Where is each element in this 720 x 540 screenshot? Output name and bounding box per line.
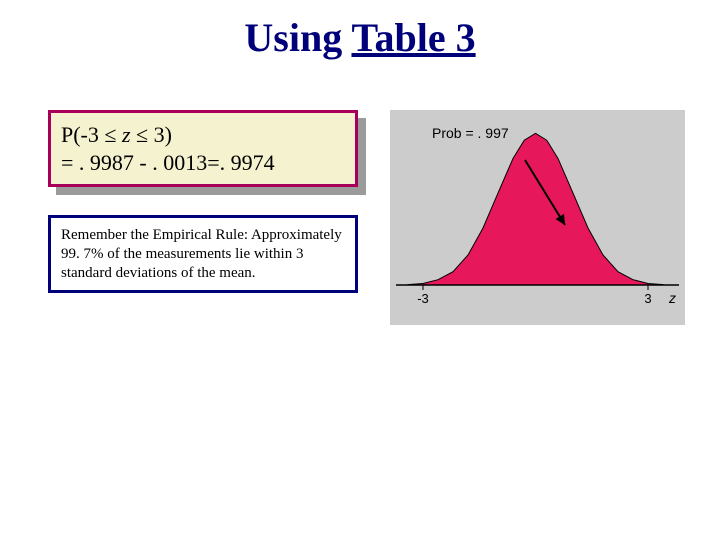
empirical-rule-text: Remember the Empirical Rule: Approximate… bbox=[61, 227, 342, 281]
probability-box-body: P(-3 ≤ z ≤ 3) = . 9987 - . 0013=. 9974 bbox=[48, 110, 358, 187]
probability-box: P(-3 ≤ z ≤ 3) = . 9987 - . 0013=. 9974 bbox=[48, 110, 358, 187]
prob-prefix: P(-3 bbox=[61, 122, 104, 147]
normal-curve-figure: -3 3 z bbox=[390, 110, 685, 325]
slide-title: Using Table 3 bbox=[0, 14, 720, 61]
prob-line2: = . 9987 - . 0013=. 9974 bbox=[61, 150, 275, 175]
z-variable: z bbox=[116, 122, 136, 147]
z-axis-label: z bbox=[668, 290, 676, 306]
leq-symbol-1: ≤ bbox=[104, 122, 116, 147]
prob-value-label: Prob = . 997 bbox=[432, 125, 509, 141]
x-tick-left: -3 bbox=[417, 291, 429, 306]
bell-curve bbox=[408, 133, 663, 285]
empirical-rule-box: Remember the Empirical Rule: Approximate… bbox=[48, 215, 358, 293]
title-underlined: Table 3 bbox=[351, 15, 475, 60]
title-plain: Using bbox=[244, 15, 351, 60]
x-tick-right: 3 bbox=[644, 291, 651, 306]
normal-curve-svg: -3 3 z bbox=[390, 110, 685, 325]
prob-suffix: 3) bbox=[148, 122, 172, 147]
leq-symbol-2: ≤ bbox=[136, 122, 148, 147]
